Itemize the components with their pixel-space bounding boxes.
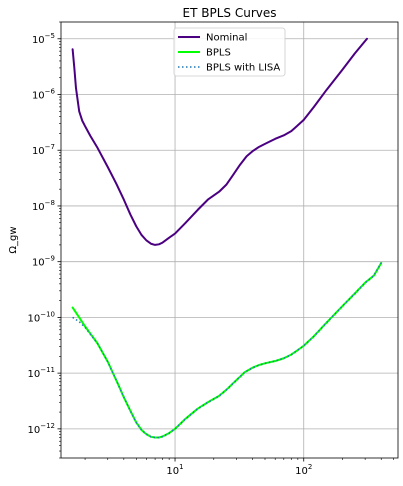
legend-label-2: BPLS: [206, 48, 231, 59]
ticks: 101 10210−1210−1110−1010−910−810−710−610−…: [27, 21, 394, 477]
y-tick-label-exponent: −8: [45, 199, 55, 207]
y-tick-label-base: 10: [27, 369, 40, 380]
y-tick-label-exponent: −7: [45, 143, 55, 151]
y-tick-label-base: 10: [32, 146, 45, 157]
y-axis-label: Ω_gw: [8, 226, 19, 253]
y-tick-label-base: 10: [27, 425, 40, 436]
plot-area: [61, 22, 398, 458]
y-tick-label-base: 10: [32, 202, 45, 213]
y-tick-label-exponent: −11: [40, 366, 55, 374]
plot-frame: [60, 21, 399, 459]
legend-box: [173, 27, 286, 77]
y-tick-label: 10−7: [32, 143, 55, 157]
chart-title: ET BPLS Curves: [183, 6, 277, 20]
y-tick-label-base: 10: [32, 91, 45, 102]
legend: Nominal BPLS BPLS with LISA: [173, 27, 286, 77]
y-tick-label: 10−8: [32, 199, 55, 213]
y-tick-label-exponent: −6: [45, 88, 56, 96]
y-tick-label: 10−11: [27, 366, 55, 380]
y-tick-label-base: 10: [32, 35, 45, 46]
legend-label-3: BPLS with LISA: [206, 63, 280, 74]
y-tick-label: 10−9: [32, 255, 55, 269]
y-tick-label: 10−5: [32, 32, 55, 46]
x-tick-label: 102: [295, 463, 312, 477]
series-line-3: [72, 262, 382, 439]
y-tick-label-base: 10: [27, 313, 40, 324]
y-tick-label-exponent: −5: [45, 32, 55, 40]
y-tick-label-exponent: −10: [40, 310, 55, 318]
x-tick-label-base: 10: [295, 466, 308, 477]
y-tick-label: 10−10: [27, 310, 55, 324]
y-tick-label-base: 10: [32, 258, 45, 269]
y-tick-label: 10−12: [27, 422, 55, 436]
legend-label-1: Nominal: [206, 33, 247, 44]
series-group: [71, 37, 383, 439]
y-tick-label-exponent: −9: [45, 255, 55, 263]
y-tick-label: 10−6: [32, 88, 56, 102]
x-tick-label: 101: [166, 463, 183, 477]
x-tick-label-base: 10: [166, 466, 179, 477]
y-tick-label-exponent: −12: [40, 422, 55, 430]
x-tick-label-exponent: 1: [179, 463, 183, 471]
x-tick-label-exponent: 2: [308, 463, 312, 471]
series-line-1: [71, 37, 368, 246]
